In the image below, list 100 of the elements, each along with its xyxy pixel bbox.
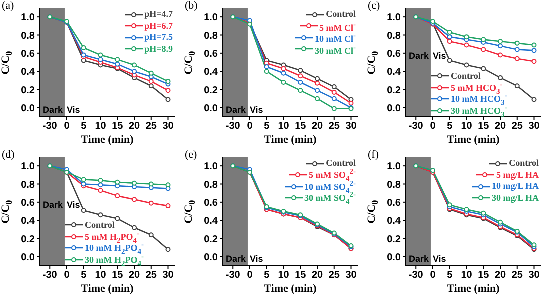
x-tick-label: 10	[278, 121, 290, 132]
x-axis-title: Time (min)	[446, 134, 501, 147]
legend-label: pH=4.7	[144, 9, 173, 19]
legend-label: 5 mg/L HA	[496, 170, 539, 180]
y-tick-label: 0.6	[204, 198, 218, 209]
chart-title: (c)	[368, 0, 380, 12]
y-tick-label: 0.8	[204, 180, 218, 191]
y-tick-label: 0.2	[204, 85, 218, 96]
y-tick-label: 1.0	[204, 12, 218, 24]
x-axis-title: Time (min)	[80, 134, 135, 147]
x-tick-label: -30	[408, 121, 424, 132]
x-tick-label: 30	[346, 121, 358, 132]
x-tick-label: 30	[162, 121, 174, 132]
x-tick-label: 20	[312, 121, 324, 132]
x-tick-label: 30	[162, 270, 174, 282]
annotation: Vis	[66, 200, 80, 211]
y-tick-label: 1.0	[204, 162, 218, 173]
x-tick-label: -30	[42, 121, 58, 132]
chart-title: (a)	[2, 0, 14, 12]
x-tick-label: 20	[312, 270, 324, 282]
x-tick-label: 15	[112, 270, 124, 282]
legend-label: pH=6.7	[144, 20, 173, 30]
legend-label: 30 mg/L HA	[492, 192, 539, 202]
legend-label: pH=7.5	[144, 32, 173, 42]
y-tick-label: 0.6	[204, 48, 218, 60]
band-label: Dark	[408, 51, 429, 62]
x-tick-label: 15	[478, 121, 490, 132]
chart-title: (e)	[185, 149, 198, 161]
band-label: Dark	[42, 200, 63, 211]
y-tick-label: 0.0	[387, 252, 402, 264]
x-tick-label: 5	[81, 121, 88, 132]
chart-title: (f)	[368, 149, 379, 161]
x-tick-label: 15	[295, 270, 307, 282]
y-tick-label: 1.0	[387, 162, 402, 173]
x-tick-label: 0	[430, 270, 436, 282]
x-tick-label: 20	[494, 121, 506, 132]
annotation: Vis	[250, 105, 264, 116]
x-tick-label: 15	[112, 121, 124, 132]
x-tick-label: 20	[494, 270, 506, 282]
y-tick-label: 0.2	[21, 234, 36, 246]
y-tick-label: 0.4	[204, 67, 218, 78]
x-tick-label: 0	[64, 121, 70, 132]
x-tick-label: -30	[42, 270, 58, 282]
x-tick-label: 30	[528, 121, 540, 132]
annotation: Vis	[432, 51, 446, 62]
legend-label: Control	[326, 9, 356, 19]
x-tick-label: -30	[408, 270, 424, 282]
x-tick-label: 0	[247, 270, 254, 282]
x-tick-label: 25	[146, 121, 158, 132]
x-tick-label: 10	[278, 270, 290, 282]
annotation: Vis	[432, 254, 446, 265]
y-tick-label: 1.0	[21, 162, 36, 173]
x-axis-title: Time (min)	[80, 283, 135, 296]
legend-label: Control	[451, 70, 481, 80]
y-tick-label: 0.6	[387, 198, 402, 209]
x-tick-label: 25	[146, 270, 158, 282]
x-axis-title: Time (min)	[263, 134, 318, 147]
x-tick-label: 20	[128, 270, 140, 282]
y-tick-label: 0.8	[387, 30, 402, 42]
legend-label: 10 mg/L HA	[492, 181, 539, 191]
y-tick-label: 0.2	[387, 85, 402, 96]
x-tick-label: 20	[128, 121, 140, 132]
x-tick-label: 10	[461, 121, 473, 132]
y-tick-label: 0.8	[387, 180, 402, 191]
band-label: Dark	[408, 254, 429, 265]
band-label: Dark	[224, 105, 246, 116]
y-tick-label: 0.4	[387, 216, 402, 228]
chart-title: (b)	[185, 0, 198, 12]
y-tick-label: 0.8	[21, 30, 36, 42]
legend-label: Control	[85, 220, 115, 230]
x-tick-label: -30	[226, 121, 241, 132]
annotation: Vis	[250, 254, 264, 265]
y-tick-label: 0.6	[387, 48, 402, 60]
x-tick-label: 10	[461, 270, 473, 282]
y-tick-label: 1.0	[21, 12, 36, 24]
x-tick-label: 0	[64, 270, 70, 282]
y-tick-label: 0.4	[387, 67, 402, 78]
legend-label: Control	[326, 158, 356, 168]
y-tick-label: 0.0	[21, 103, 36, 114]
x-tick-label: -30	[226, 270, 241, 282]
y-tick-label: 0.6	[21, 198, 36, 209]
y-tick-label: 0.4	[204, 216, 218, 228]
x-tick-label: 30	[346, 270, 358, 282]
y-tick-label: 0.2	[204, 234, 218, 246]
legend-label: 30 mM Cl$^{-}$	[315, 42, 356, 56]
y-tick-label: 0.0	[387, 103, 402, 114]
x-tick-label: 15	[478, 270, 490, 282]
y-tick-label: 0.0	[204, 103, 218, 114]
x-tick-label: 5	[447, 270, 454, 282]
y-tick-label: 0.2	[21, 85, 36, 96]
legend-label: Control	[509, 158, 539, 168]
annotation: Vis	[66, 105, 80, 116]
x-tick-label: 25	[328, 121, 340, 132]
x-axis-title: Time (min)	[446, 283, 501, 296]
x-tick-label: 25	[512, 121, 524, 132]
y-tick-label: 0.2	[387, 234, 402, 246]
y-tick-label: 0.8	[21, 180, 36, 191]
x-tick-label: 5	[447, 121, 454, 132]
y-tick-label: 0.8	[204, 30, 218, 42]
band-label: Dark	[42, 105, 63, 116]
